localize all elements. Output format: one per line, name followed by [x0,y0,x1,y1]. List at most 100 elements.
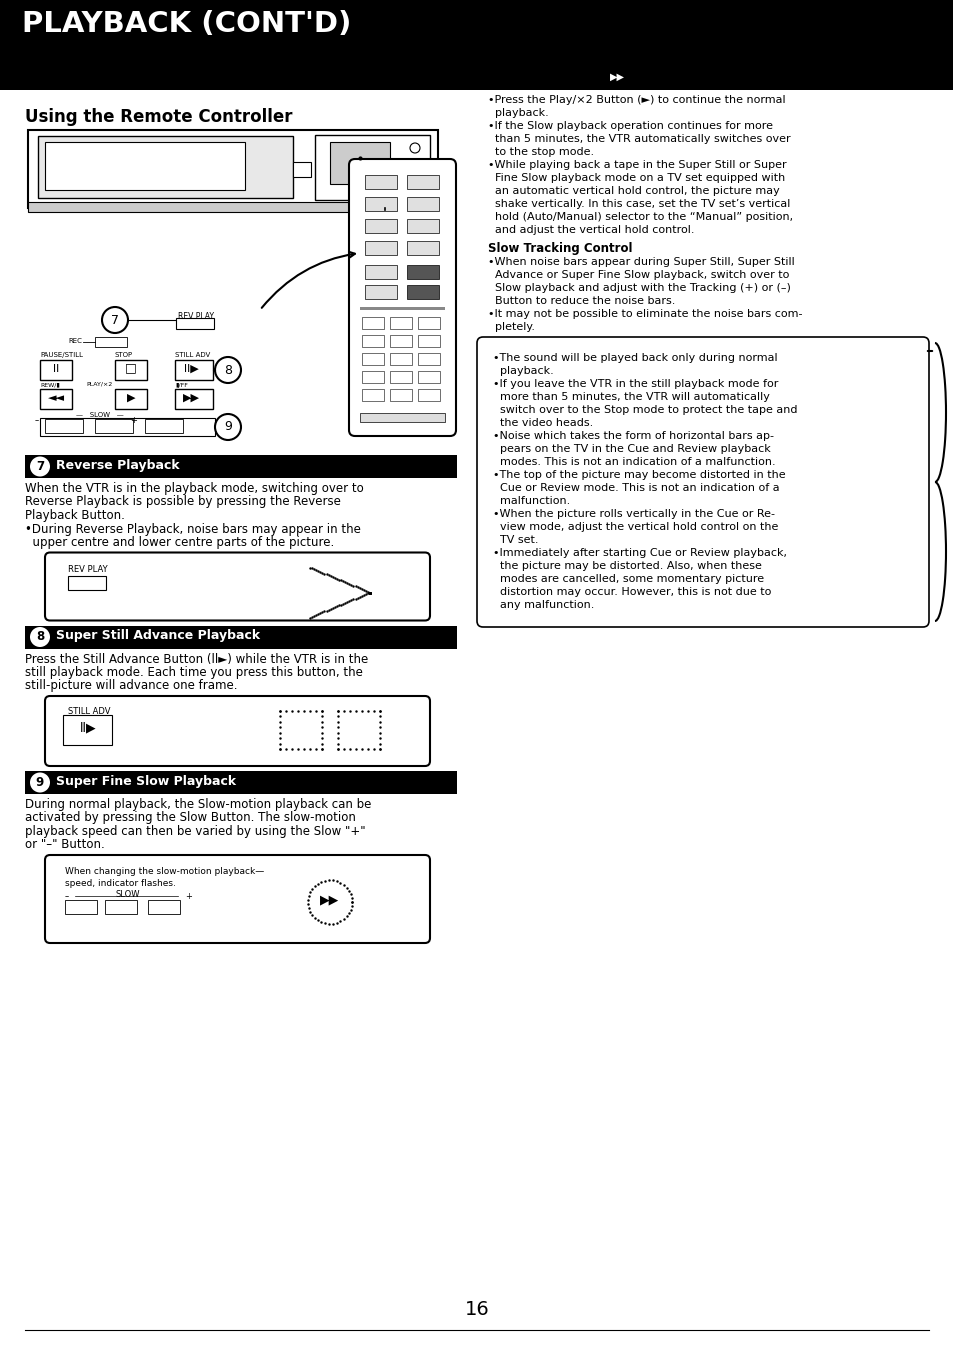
Text: than 5 minutes, the VTR automatically switches over: than 5 minutes, the VTR automatically sw… [488,134,790,144]
Text: modes. This is not an indication of a malfunction.: modes. This is not an indication of a ma… [493,457,775,467]
Text: the video heads.: the video heads. [493,418,593,428]
Bar [417,353,439,366]
Bar [65,900,97,915]
Text: ll▶: ll▶ [183,364,198,374]
Text: Button to reduce the noise bars.: Button to reduce the noise bars. [488,295,675,306]
Bar [0,0,953,67]
Polygon shape [359,413,444,422]
Text: •During Reverse Playback, noise bars may appear in the: •During Reverse Playback, noise bars may… [25,522,360,536]
Text: pears on the TV in the Cue and Review playback: pears on the TV in the Cue and Review pl… [493,444,770,455]
Bar [95,420,132,433]
Bar [407,264,438,279]
Bar [145,420,183,433]
Text: playback.: playback. [493,366,553,376]
Text: speed, indicator flashes.: speed, indicator flashes. [65,880,175,888]
Text: upper centre and lower centre parts of the picture.: upper centre and lower centre parts of t… [25,536,334,549]
Text: •While playing back a tape in the Super Still or Super: •While playing back a tape in the Super … [488,161,786,170]
Text: 8: 8 [224,363,232,376]
Text: —   SLOW   —: — SLOW — [76,411,124,418]
Bar [390,317,412,329]
Text: PLAY/×2: PLAY/×2 [87,382,113,387]
Bar [25,455,456,478]
Bar [115,389,147,409]
Text: Using the Remote Controller: Using the Remote Controller [25,108,293,125]
Text: REC: REC [68,339,82,344]
Bar [175,318,213,329]
Bar [361,371,384,383]
Bar [359,308,444,310]
Text: SLOW: SLOW [115,890,140,898]
Text: Super Still Advance Playback: Super Still Advance Playback [56,630,260,642]
Text: playback speed can then be varied by using the Slow "+": playback speed can then be varied by usi… [25,826,365,838]
Text: •Immediately after starting Cue or Review playback,: •Immediately after starting Cue or Revie… [493,548,786,558]
Text: still-picture will advance one frame.: still-picture will advance one frame. [25,680,237,692]
Text: an automatic vertical hold control, the picture may: an automatic vertical hold control, the … [488,186,779,196]
Bar [407,285,438,299]
Bar [365,175,396,189]
Bar [293,162,311,177]
Text: activated by pressing the Slow Button. The slow-motion: activated by pressing the Slow Button. T… [25,812,355,824]
Text: •If you leave the VTR in the still playback mode for: •If you leave the VTR in the still playb… [493,379,778,389]
Text: •It may not be possible to eliminate the noise bars com-: •It may not be possible to eliminate the… [488,309,801,318]
Text: Slow playback and adjust with the Tracking (+) or (–): Slow playback and adjust with the Tracki… [488,283,790,293]
Circle shape [30,627,50,648]
Text: hold (Auto/Manual) selector to the “Manual” position,: hold (Auto/Manual) selector to the “Manu… [488,212,792,223]
Bar [174,360,213,380]
FancyBboxPatch shape [45,553,430,621]
Circle shape [214,414,241,440]
Text: ▶▶: ▶▶ [320,893,339,907]
Text: When the VTR is in the playback mode, switching over to: When the VTR is in the playback mode, sw… [25,482,363,495]
Bar [361,389,384,401]
Bar [40,389,71,409]
Bar [0,67,953,90]
Text: still playback mode. Each time you press this button, the: still playback mode. Each time you press… [25,666,362,679]
Text: ▶▶: ▶▶ [182,393,199,403]
Text: TV set.: TV set. [493,536,537,545]
Bar [68,576,106,590]
Text: the picture may be distorted. Also, when these: the picture may be distorted. Also, when… [493,561,761,571]
Bar [361,353,384,366]
Text: 7: 7 [36,460,44,473]
Text: Reverse Playback is possible by pressing the Reverse: Reverse Playback is possible by pressing… [25,495,340,509]
Bar [40,418,214,436]
Text: Playback Button.: Playback Button. [25,509,125,522]
Circle shape [410,143,419,152]
Text: Advance or Super Fine Slow playback, switch over to: Advance or Super Fine Slow playback, swi… [488,270,788,281]
Bar [390,389,412,401]
Bar [417,317,439,329]
Text: 9: 9 [36,776,44,789]
Text: view mode, adjust the vertical hold control on the: view mode, adjust the vertical hold cont… [493,522,778,532]
Circle shape [30,773,50,792]
Bar [417,335,439,347]
Text: •The sound will be played back only during normal: •The sound will be played back only duri… [493,353,777,363]
Text: ▶▶: ▶▶ [609,71,624,82]
Text: –: – [35,415,39,425]
Text: Fine Slow playback mode on a TV set equipped with: Fine Slow playback mode on a TV set equi… [488,173,784,183]
Text: +: + [185,892,192,901]
Bar [38,136,293,198]
Bar [390,371,412,383]
Bar [417,371,439,383]
Bar [45,420,83,433]
Text: ll: ll [52,364,59,374]
Bar [28,202,437,212]
Text: switch over to the Stop mode to protect the tape and: switch over to the Stop mode to protect … [493,405,797,415]
Text: REW/▮: REW/▮ [40,382,60,387]
Bar [390,353,412,366]
Text: any malfunction.: any malfunction. [493,600,594,610]
Bar [407,219,438,233]
Text: or "–" Button.: or "–" Button. [25,839,105,851]
Text: ▮/FF: ▮/FF [174,382,188,387]
Text: When changing the slow-motion playback—: When changing the slow-motion playback— [65,867,264,876]
FancyBboxPatch shape [476,337,928,627]
Text: and adjust the vertical hold control.: and adjust the vertical hold control. [488,225,694,235]
Text: •If the Slow playback operation continues for more: •If the Slow playback operation continue… [488,121,772,131]
Text: malfunction.: malfunction. [493,496,570,506]
Text: ▶: ▶ [127,393,135,403]
Bar [148,900,180,915]
FancyBboxPatch shape [45,696,430,766]
Bar [314,135,430,200]
Bar [25,626,456,649]
FancyBboxPatch shape [63,715,112,745]
Text: +: + [130,415,136,425]
